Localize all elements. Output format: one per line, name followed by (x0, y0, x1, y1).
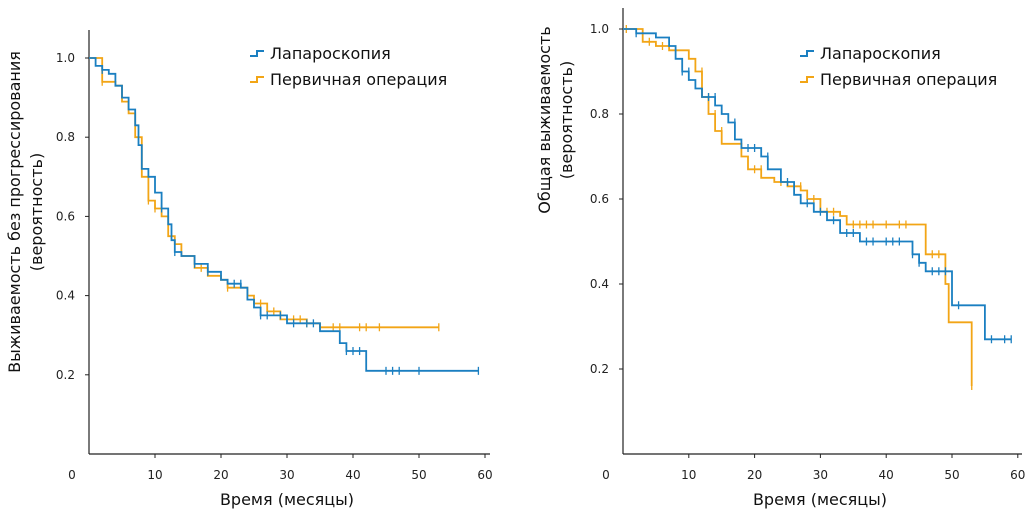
y-tick-label: 0.2 (590, 362, 609, 376)
x-tick-label: 0 (68, 468, 76, 482)
ticks: 0 10 20 30 40 50 60 0.2 0.4 0.6 0.8 1.0 (56, 51, 493, 482)
x-tick-label: 40 (879, 468, 894, 482)
x-axis-title: Время (месяцы) (220, 490, 354, 509)
x-tick-label: 10 (147, 468, 162, 482)
km-curve-primary (89, 57, 439, 329)
y-tick-label: 0.6 (56, 209, 75, 223)
legend: Лапароскопия Первичная операция (800, 44, 997, 89)
legend-label-primary: Первичная операция (820, 70, 997, 89)
y-tick-label: 0.4 (590, 277, 609, 291)
x-tick-label: 60 (477, 468, 492, 482)
legend-swatch-laparoscopy (800, 50, 814, 57)
legend-label-primary: Первичная операция (270, 70, 447, 89)
x-tick-label: 40 (345, 468, 360, 482)
y-axis-title-line1: Выживаемость без прогрессирования (5, 51, 24, 373)
x-tick-label: 60 (1010, 468, 1025, 482)
legend-swatch-laparoscopy (250, 50, 264, 57)
y-axis-title-line1: Общая выживаемость (535, 26, 554, 213)
legend-label-laparoscopy: Лапароскопия (270, 44, 391, 63)
curves (623, 25, 1012, 390)
y-tick-label: 0.8 (56, 130, 75, 144)
legend-swatch-primary (250, 76, 264, 83)
y-tick-label: 0.6 (590, 192, 609, 206)
y-axis-title-line2: (вероятность) (557, 61, 576, 179)
x-tick-label: 0 (602, 468, 610, 482)
x-tick-label: 50 (944, 468, 959, 482)
x-tick-label: 20 (747, 468, 762, 482)
y-tick-label: 0.2 (56, 368, 75, 382)
x-tick-label: 30 (279, 468, 294, 482)
axes (88, 30, 490, 455)
curves (89, 57, 480, 375)
legend-label-laparoscopy: Лапароскопия (820, 44, 941, 63)
km-curve-laparoscopy (89, 57, 479, 372)
y-tick-label: 1.0 (56, 51, 75, 65)
y-axis-title-line2: (вероятность) (27, 153, 46, 271)
axes (622, 8, 1022, 455)
legend: Лапароскопия Первичная операция (250, 44, 447, 89)
os-chart: Общая выживаемость (вероятность) Время (… (535, 8, 1025, 509)
x-tick-label: 20 (213, 468, 228, 482)
pfs-chart: Выживаемость без прогрессирования (вероя… (5, 30, 493, 509)
y-tick-label: 1.0 (590, 22, 609, 36)
x-tick-label: 30 (813, 468, 828, 482)
ticks: 0 10 20 30 40 50 60 0.2 0.4 0.6 0.8 1.0 (590, 22, 1026, 482)
x-tick-label: 50 (411, 468, 426, 482)
y-tick-label: 0.4 (56, 289, 75, 303)
x-tick-label: 10 (681, 468, 696, 482)
legend-swatch-primary (800, 76, 814, 83)
y-tick-label: 0.8 (590, 107, 609, 121)
x-axis-title: Время (месяцы) (753, 490, 887, 509)
